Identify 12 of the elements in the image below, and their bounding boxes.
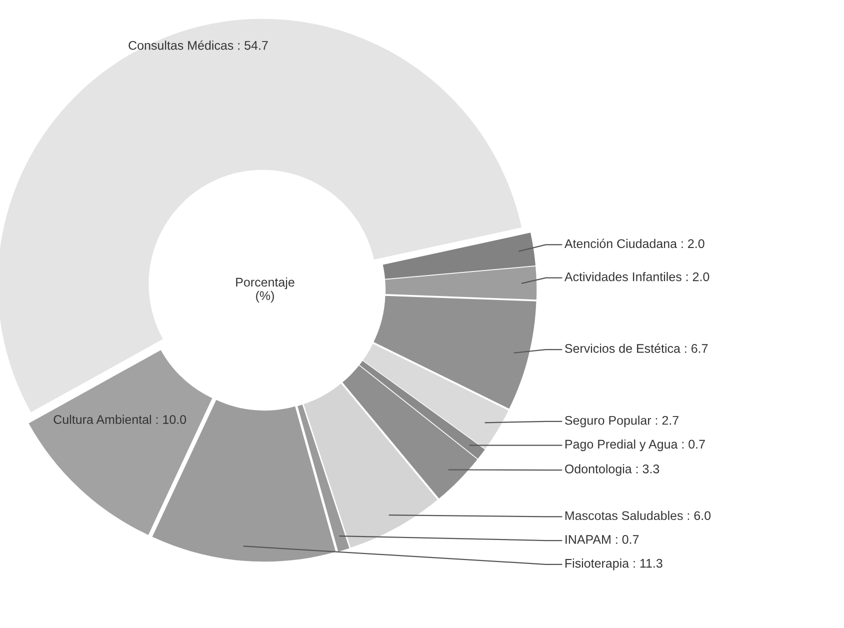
slice-label: Odontologia : 3.3	[565, 464, 660, 476]
slice-label: Mascotas Saludables : 6.0	[565, 510, 711, 520]
slice-label: Cultura Ambiental : 10.0	[54, 414, 186, 424]
slice-label: Seguro Popular : 2.7	[565, 416, 678, 428]
slice-label: Consultas Médicas : 54.7	[128, 40, 268, 50]
slice-label: INAPAM : 0.7	[566, 535, 639, 544]
slice-label: Servicios de Estética : 6.7	[565, 344, 708, 353]
slice-label: Atención Ciudadana : 2.0	[564, 238, 704, 248]
text: Porcentaje (%)	[236, 277, 294, 303]
slice-label: Actividades Infantiles : 2.0	[564, 272, 710, 282]
slice-label: Fisioterapia : 11.3	[565, 558, 662, 570]
slice-label: Pago Predial y Agua : 0.7	[565, 439, 705, 452]
